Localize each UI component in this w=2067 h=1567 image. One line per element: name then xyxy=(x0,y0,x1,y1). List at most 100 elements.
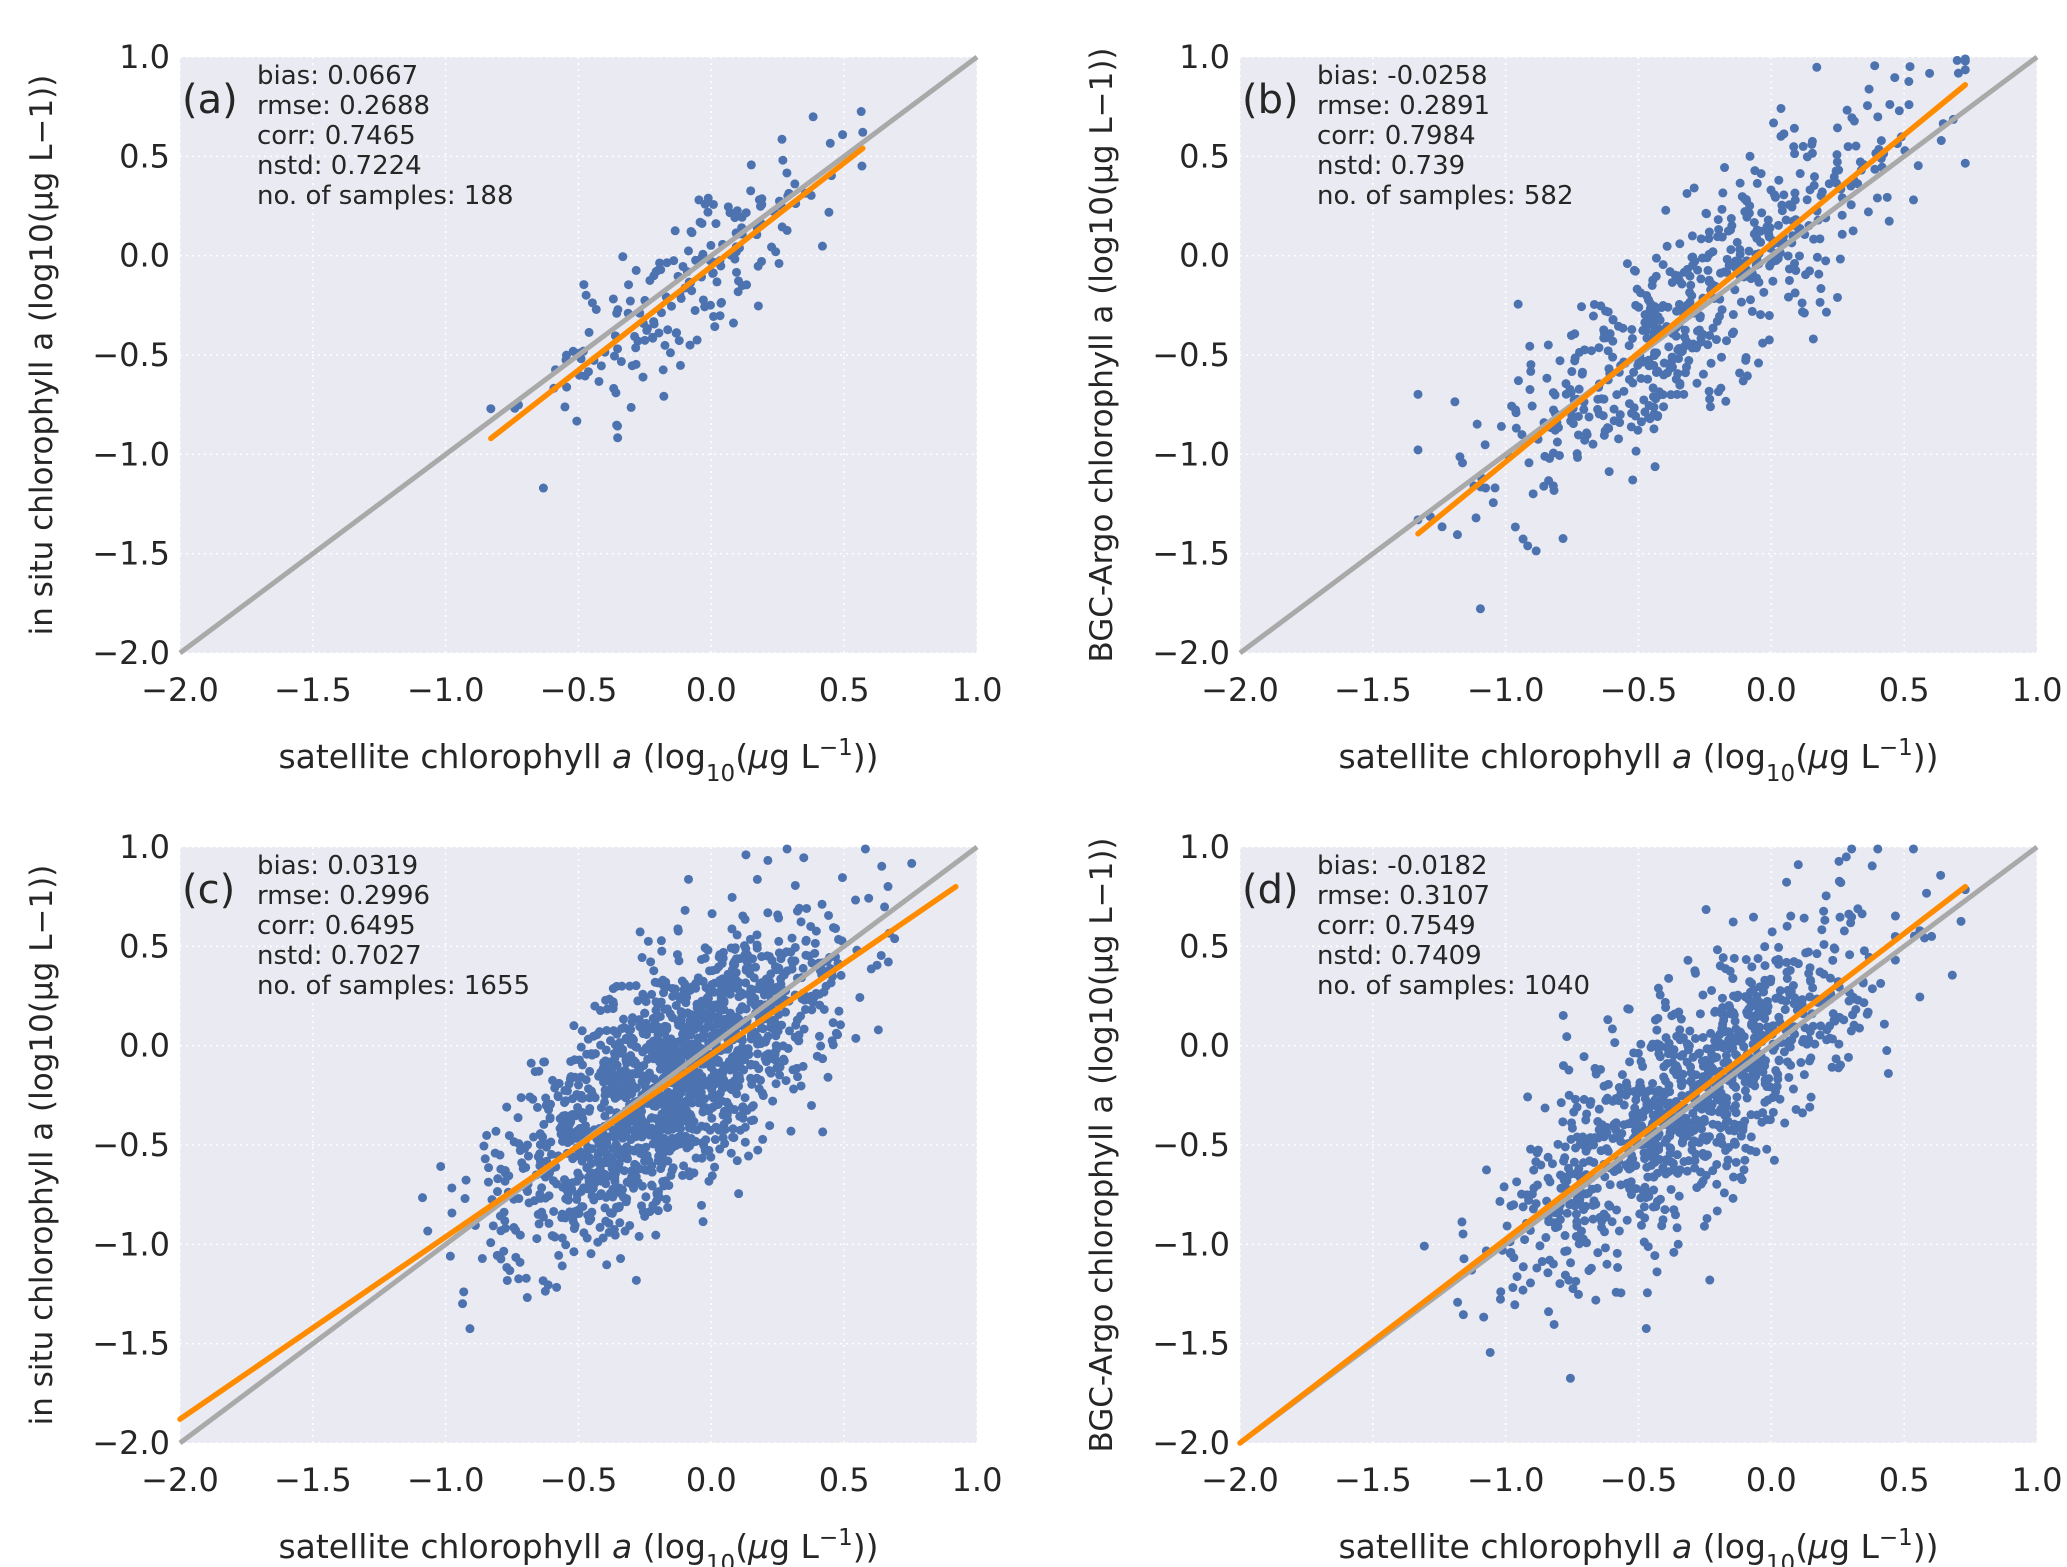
data-point xyxy=(801,935,811,945)
data-point xyxy=(754,1084,764,1094)
stat-text: rmse: 0.2891 xyxy=(1317,91,1490,121)
data-point xyxy=(1847,113,1857,123)
data-point xyxy=(1636,1220,1646,1230)
y-tick-label: 0.0 xyxy=(119,1027,170,1065)
y-tick-label: −0.5 xyxy=(1152,336,1230,374)
data-point xyxy=(1708,323,1718,333)
data-point xyxy=(710,1135,720,1145)
data-point xyxy=(569,1224,579,1234)
data-point xyxy=(855,992,865,1002)
data-point xyxy=(1795,169,1805,179)
data-point xyxy=(711,1122,721,1132)
data-point xyxy=(621,1197,631,1207)
data-point xyxy=(1636,1193,1646,1203)
data-point xyxy=(674,336,684,346)
data-point xyxy=(1960,54,1970,64)
data-point xyxy=(1732,993,1742,1003)
data-point xyxy=(1593,394,1603,404)
data-point xyxy=(710,322,720,332)
data-point xyxy=(703,193,713,203)
data-point xyxy=(1839,926,1849,936)
data-point xyxy=(700,943,710,953)
data-point xyxy=(1562,1208,1572,1218)
data-point xyxy=(544,1218,554,1228)
data-point xyxy=(1640,310,1650,320)
data-point xyxy=(746,186,756,196)
data-point xyxy=(675,994,685,1004)
data-point xyxy=(1773,1074,1783,1084)
data-point xyxy=(1654,1104,1664,1114)
data-point xyxy=(483,1177,493,1187)
data-point xyxy=(566,1056,576,1066)
data-point xyxy=(563,1120,573,1130)
x-tick-label: −1.0 xyxy=(1467,1461,1545,1499)
data-point xyxy=(586,1249,596,1259)
data-point xyxy=(1756,226,1766,236)
data-point xyxy=(665,1104,675,1114)
data-point xyxy=(560,402,570,412)
data-point xyxy=(723,202,733,212)
data-point xyxy=(608,1004,618,1014)
data-point xyxy=(741,850,751,860)
data-point xyxy=(615,1183,625,1193)
data-point xyxy=(807,1100,817,1110)
data-point xyxy=(616,357,626,367)
data-point xyxy=(1689,183,1699,193)
data-point xyxy=(730,213,740,223)
data-point xyxy=(698,1217,708,1227)
data-point xyxy=(1702,209,1712,219)
regression-line xyxy=(488,145,866,442)
data-point xyxy=(1596,1065,1606,1075)
data-point xyxy=(1738,1125,1748,1135)
data-point xyxy=(572,1194,582,1204)
data-point xyxy=(792,906,802,916)
data-point xyxy=(761,1035,771,1045)
data-point xyxy=(666,1055,676,1065)
data-point xyxy=(1672,1119,1682,1129)
data-point xyxy=(1576,1226,1586,1236)
data-point xyxy=(486,404,496,414)
stat-text: no. of samples: 582 xyxy=(1317,181,1574,211)
data-point xyxy=(707,909,717,919)
data-point xyxy=(535,1149,545,1159)
data-point xyxy=(585,1066,595,1076)
data-point xyxy=(1763,215,1773,225)
data-point xyxy=(674,956,684,966)
data-point xyxy=(1627,334,1637,344)
data-point xyxy=(692,1040,702,1050)
x-tick-label: 0.5 xyxy=(1879,1461,1930,1499)
data-point xyxy=(1644,401,1654,411)
data-point xyxy=(851,1033,861,1043)
panel-label: (c) xyxy=(182,867,235,913)
data-point xyxy=(590,1001,600,1011)
data-point xyxy=(1793,959,1803,969)
data-point xyxy=(1643,1102,1653,1112)
data-point xyxy=(572,1176,582,1186)
data-point xyxy=(1701,905,1711,915)
data-point xyxy=(546,1099,556,1109)
data-point xyxy=(773,910,783,920)
data-point xyxy=(608,1184,618,1194)
data-point xyxy=(623,1146,633,1156)
data-point xyxy=(1846,1026,1856,1036)
data-point xyxy=(1552,437,1562,447)
data-point xyxy=(1657,1221,1667,1231)
data-point xyxy=(1890,955,1900,965)
data-point xyxy=(727,892,737,902)
data-point xyxy=(447,1183,457,1193)
data-point xyxy=(715,1144,725,1154)
data-point xyxy=(1703,340,1713,350)
y-tick-label: −1.0 xyxy=(92,1225,170,1263)
data-point xyxy=(1640,1213,1650,1223)
data-point xyxy=(1782,974,1792,984)
data-point xyxy=(1834,1039,1844,1049)
data-point xyxy=(577,1108,587,1118)
data-point xyxy=(740,1137,750,1147)
data-point xyxy=(630,331,640,341)
y-tick-label: −0.5 xyxy=(92,336,170,374)
data-point xyxy=(1784,1036,1794,1046)
data-point xyxy=(1558,1061,1568,1071)
data-point xyxy=(697,1006,707,1016)
data-point xyxy=(562,1185,572,1195)
data-point xyxy=(1560,1142,1570,1152)
